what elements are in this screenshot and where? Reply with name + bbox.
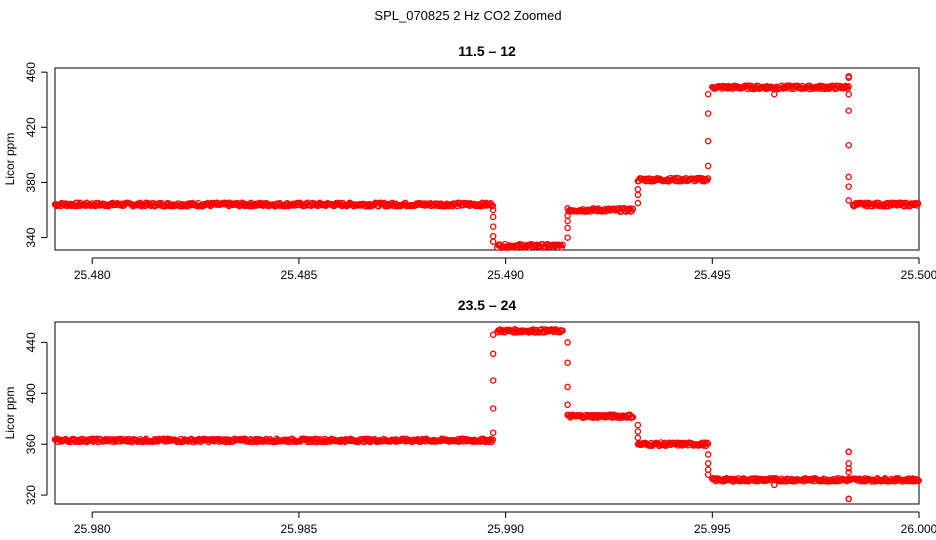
data-point	[845, 73, 852, 80]
x-tick-label: 25.995	[694, 522, 731, 536]
data-point	[704, 471, 712, 478]
figure-title: SPL_070825 2 Hz CO2 Zoomed	[374, 8, 562, 23]
data-point	[634, 428, 642, 435]
data-point	[634, 186, 642, 193]
data-point	[703, 439, 711, 447]
data-point	[559, 327, 566, 334]
data-point	[559, 241, 566, 249]
data-point	[914, 200, 922, 207]
y-tick-label: 440	[24, 332, 38, 352]
y-axis-label: Licor ppm	[3, 133, 17, 186]
data-point	[489, 331, 497, 338]
x-tick-label: 25.495	[694, 268, 731, 282]
data-point	[845, 197, 852, 204]
data-point	[704, 175, 712, 182]
data-point	[489, 238, 497, 245]
data-point	[845, 495, 852, 503]
data-point	[704, 466, 712, 473]
data-point	[489, 377, 497, 384]
y-tick-label: 420	[24, 117, 38, 137]
x-tick-label: 26.000	[901, 522, 936, 536]
data-point	[489, 429, 497, 436]
data-point	[845, 448, 852, 456]
data-point	[704, 90, 712, 98]
data-point	[845, 468, 852, 476]
data-point	[704, 110, 712, 117]
data-point	[704, 460, 712, 467]
data-point	[704, 451, 712, 458]
data-point	[845, 107, 852, 114]
data-point	[704, 137, 712, 145]
data-point	[564, 224, 571, 232]
data-point	[564, 234, 571, 241]
panel-title: 11.5 – 12	[458, 43, 516, 59]
y-tick-label: 320	[24, 485, 38, 505]
data-point	[489, 405, 497, 412]
data-point	[564, 217, 571, 225]
data-point	[845, 83, 852, 90]
data-point	[489, 350, 497, 358]
y-tick-label: 400	[24, 383, 38, 403]
data-point	[629, 205, 637, 213]
x-tick-label: 25.990	[487, 522, 524, 536]
x-tick-label: 25.490	[487, 268, 524, 282]
data-point	[704, 162, 712, 170]
y-tick-label: 340	[24, 227, 38, 247]
data-point	[634, 434, 642, 442]
data-point	[845, 90, 852, 98]
data-point	[489, 223, 497, 230]
x-tick-label: 25.985	[281, 522, 318, 536]
data-point	[564, 212, 571, 219]
data-point	[634, 421, 642, 429]
data-point	[564, 359, 571, 366]
x-tick-label: 25.480	[74, 268, 111, 282]
data-point	[771, 481, 778, 489]
data-point	[634, 199, 642, 207]
y-tick-label: 360	[24, 434, 38, 454]
x-tick-label: 25.485	[281, 268, 318, 282]
y-tick-label: 460	[24, 62, 38, 82]
data-point	[915, 477, 922, 484]
data-point	[489, 213, 497, 221]
data-point	[629, 413, 637, 421]
x-tick-label: 25.980	[74, 522, 111, 536]
plot-frame	[54, 67, 920, 251]
data-point	[564, 401, 571, 408]
data-point	[845, 173, 852, 181]
data-point	[771, 90, 778, 98]
plot-frame	[54, 321, 920, 505]
data-point	[845, 183, 852, 190]
data-point	[845, 465, 852, 472]
data-point	[845, 141, 852, 149]
data-point	[634, 191, 642, 199]
x-tick-label: 25.500	[901, 268, 936, 282]
data-point	[489, 436, 497, 443]
data-point	[845, 460, 852, 467]
data-point	[564, 339, 571, 346]
panel-title: 23.5 – 24	[458, 297, 517, 313]
data-point	[564, 383, 571, 391]
data-point	[704, 440, 712, 447]
y-axis-label: Licor ppm	[3, 387, 17, 440]
data-point	[489, 232, 497, 240]
y-tick-label: 380	[24, 172, 38, 192]
data-point	[489, 202, 497, 210]
data-point	[489, 206, 497, 214]
